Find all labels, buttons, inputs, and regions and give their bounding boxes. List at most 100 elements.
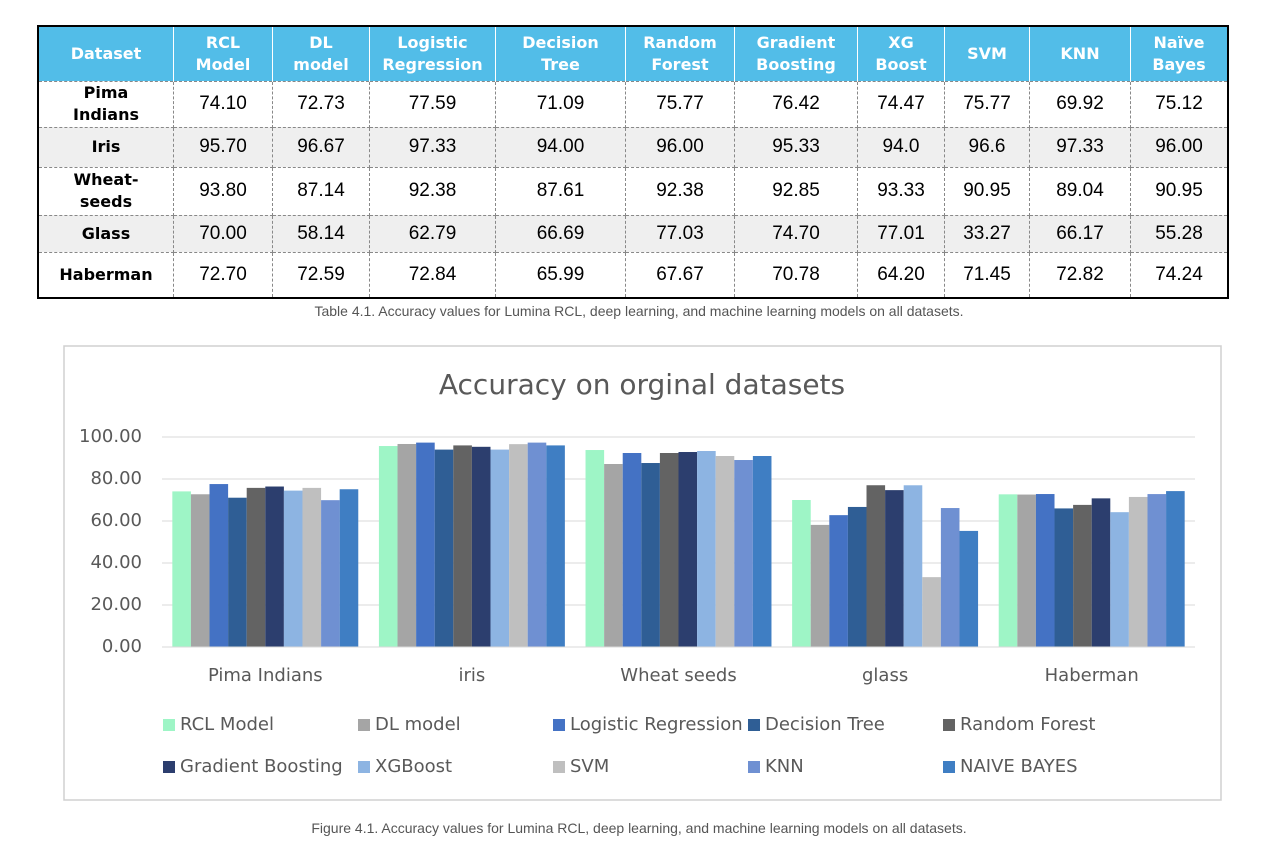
bar bbox=[1054, 508, 1074, 647]
legend-swatch bbox=[943, 719, 955, 731]
legend-label: KNN bbox=[765, 756, 804, 777]
bar bbox=[903, 485, 923, 647]
table-cell: 75.77 bbox=[625, 80, 735, 128]
legend-swatch bbox=[358, 761, 370, 773]
table-cell: 77.03 bbox=[625, 214, 735, 253]
bar bbox=[678, 452, 698, 647]
y-tick-label: 60.00 bbox=[90, 510, 142, 531]
header-row: Dataset RCL Model DL model Logistic Regress… bbox=[37, 25, 1229, 82]
bar bbox=[490, 449, 510, 647]
table-cell: 67.67 bbox=[625, 251, 735, 299]
legend-label: RCL Model bbox=[180, 714, 274, 735]
header-cell: Dataset bbox=[37, 25, 174, 82]
table-cell: 58.14 bbox=[272, 214, 370, 253]
table-cell: 92.38 bbox=[625, 166, 735, 216]
chart-frame bbox=[63, 345, 1222, 801]
row-header: Pima Indians bbox=[37, 80, 174, 128]
y-tick-label: 80.00 bbox=[90, 468, 142, 489]
row-header: Wheat- seeds bbox=[37, 166, 174, 216]
table-cell: 96.00 bbox=[1130, 126, 1229, 168]
bar bbox=[172, 491, 191, 647]
table-cell: 90.95 bbox=[944, 166, 1030, 216]
bar bbox=[715, 456, 735, 647]
bar bbox=[453, 445, 472, 647]
table-cell: 74.10 bbox=[173, 80, 273, 128]
table-row: Glass 70.00 58.14 62.79 66.69 77.03 74.70 77.01… bbox=[37, 214, 1229, 253]
bar bbox=[1073, 504, 1092, 647]
bar bbox=[209, 484, 229, 647]
y-tick-label: 100.00 bbox=[79, 426, 142, 447]
table-cell: 97.33 bbox=[1029, 126, 1131, 168]
bar bbox=[1035, 494, 1055, 647]
legend-label: Gradient Boosting bbox=[180, 756, 343, 777]
legend-label: Random Forest bbox=[960, 714, 1095, 735]
bar bbox=[471, 446, 491, 647]
legend-swatch bbox=[748, 761, 760, 773]
bar bbox=[302, 487, 322, 647]
bar bbox=[998, 494, 1018, 647]
bar bbox=[1128, 496, 1148, 647]
table-cell: 92.85 bbox=[734, 166, 858, 216]
y-tick-label: 40.00 bbox=[90, 552, 142, 573]
legend-label: SVM bbox=[570, 756, 609, 777]
table-cell: 72.70 bbox=[173, 251, 273, 299]
table-cell: 66.17 bbox=[1029, 214, 1131, 253]
table-cell: 64.20 bbox=[857, 251, 945, 299]
bar bbox=[509, 444, 528, 647]
header-cell: RCL Model bbox=[173, 25, 273, 82]
table-row: Iris 95.70 96.67 97.33 94.00 96.00 95.33 94.0 96… bbox=[37, 126, 1229, 168]
bar bbox=[659, 453, 679, 647]
table-cell: 95.33 bbox=[734, 126, 858, 168]
bar bbox=[397, 443, 417, 647]
bar bbox=[959, 530, 979, 647]
table-caption: Table 4.1. Accuracy values for Lumina RC… bbox=[314, 303, 964, 319]
bar bbox=[866, 485, 886, 647]
bar bbox=[378, 446, 398, 647]
bar bbox=[622, 453, 642, 647]
bar bbox=[321, 500, 340, 647]
table-cell: 90.95 bbox=[1130, 166, 1229, 216]
table-cell: 62.79 bbox=[369, 214, 496, 253]
row-header: Glass bbox=[37, 214, 174, 253]
table-cell: 72.84 bbox=[369, 251, 496, 299]
table-cell: 75.77 bbox=[944, 80, 1030, 128]
x-tick-label: iris bbox=[459, 665, 486, 686]
table-cell: 72.73 bbox=[272, 80, 370, 128]
table-cell: 75.12 bbox=[1130, 80, 1229, 128]
header-cell: SVM bbox=[944, 25, 1030, 82]
bar bbox=[228, 497, 247, 647]
table-cell: 66.69 bbox=[495, 214, 626, 253]
bar bbox=[847, 506, 867, 647]
table-cell: 74.24 bbox=[1130, 251, 1229, 299]
legend-swatch bbox=[553, 761, 565, 773]
accuracy-table: Dataset RCL Model DL model Logistic Regress… bbox=[37, 25, 1229, 299]
bar bbox=[1017, 494, 1036, 647]
bar bbox=[434, 449, 454, 647]
bar bbox=[265, 486, 284, 647]
y-tick-label: 20.00 bbox=[90, 594, 142, 615]
table-cell: 97.33 bbox=[369, 126, 496, 168]
legend-swatch bbox=[943, 761, 955, 773]
bar bbox=[1166, 491, 1185, 647]
table-cell: 69.92 bbox=[1029, 80, 1131, 128]
table-cell: 87.14 bbox=[272, 166, 370, 216]
row-header: Iris bbox=[37, 126, 174, 168]
bar bbox=[1091, 498, 1111, 647]
header-cell: Gradient Boosting bbox=[734, 25, 858, 82]
table-row: Pima Indians 74.10 72.73 77.59 71.09 75.77 76.… bbox=[37, 80, 1229, 128]
header-cell: DL model bbox=[272, 25, 370, 82]
figure-caption: Figure 4.1. Accuracy values for Lumina R… bbox=[311, 820, 967, 836]
header-cell: XG Boost bbox=[857, 25, 945, 82]
table-cell: 72.82 bbox=[1029, 251, 1131, 299]
x-tick-label: glass bbox=[862, 665, 908, 686]
bar bbox=[246, 487, 266, 647]
table-cell: 71.09 bbox=[495, 80, 626, 128]
bar bbox=[885, 490, 904, 647]
bar bbox=[1147, 494, 1167, 647]
legend-label: NAIVE BAYES bbox=[960, 756, 1078, 777]
bar bbox=[546, 445, 565, 647]
table-cell: 93.80 bbox=[173, 166, 273, 216]
table-cell: 74.47 bbox=[857, 80, 945, 128]
table-cell: 55.28 bbox=[1130, 214, 1229, 253]
